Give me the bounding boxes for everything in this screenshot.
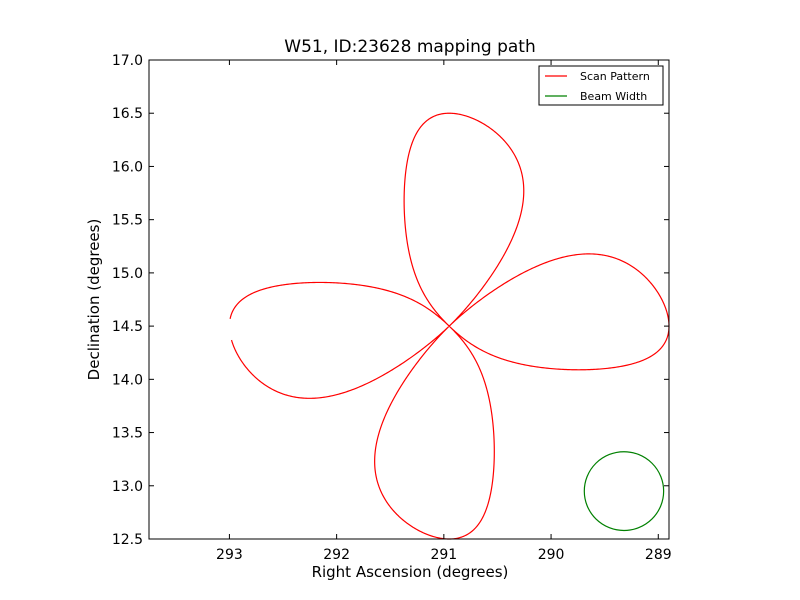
x-tick-label: 290	[538, 547, 565, 563]
beam-width-circle	[583, 451, 665, 532]
legend: Scan Pattern Beam Width	[538, 65, 664, 106]
y-tick-label: 13.0	[112, 479, 143, 495]
legend-label-scan-pattern: Scan Pattern	[580, 70, 650, 83]
axis-ticks: 293 292 291 290 289 12.5 13.0 13.5 14.0 14.5 15.0 1…	[112, 53, 672, 563]
y-tick-label: 12.5	[112, 532, 143, 548]
legend-box	[538, 65, 664, 106]
x-axis-label: Right Ascension (degrees)	[312, 563, 509, 581]
y-tick-label: 17.0	[112, 53, 143, 69]
x-tick-label: 291	[430, 547, 457, 563]
y-tick-label: 14.0	[112, 372, 143, 388]
y-axis-label: Declination (degrees)	[85, 219, 103, 381]
y-tick-label: 13.5	[112, 426, 143, 442]
y-tick-label: 16.5	[112, 106, 143, 122]
x-tick-label: 292	[323, 547, 350, 563]
y-tick-label: 15.5	[112, 213, 143, 229]
y-tick-label: 14.5	[112, 319, 143, 335]
y-tick-label: 15.0	[112, 266, 143, 282]
plot-frame	[148, 59, 670, 540]
x-tick-label: 293	[216, 547, 243, 563]
chart-title: W51, ID:23628 mapping path	[284, 37, 535, 57]
y-tick-label: 16.0	[112, 159, 143, 175]
x-tick-label: 289	[645, 547, 672, 563]
legend-label-beam-width: Beam Width	[580, 90, 647, 103]
